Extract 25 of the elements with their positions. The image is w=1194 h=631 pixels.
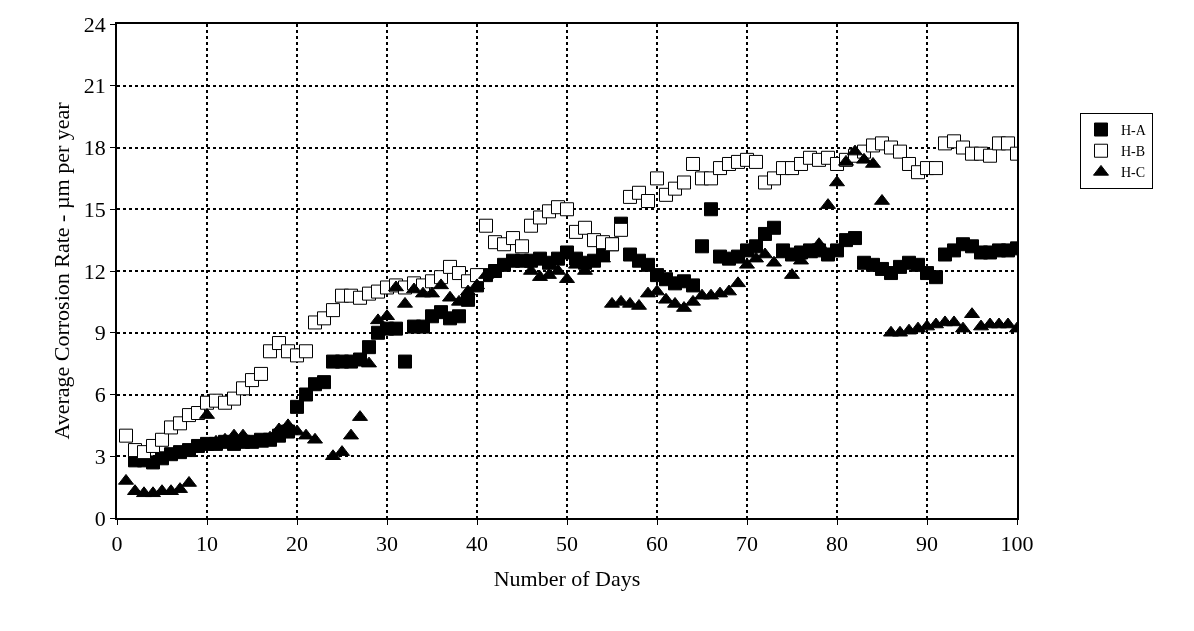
y-axis-title: Average Corrosion Rate - µm per year	[49, 101, 75, 440]
x-tick-label: 80	[826, 531, 848, 557]
x-axis-title: Number of Days	[493, 565, 641, 591]
y-tick-label: 9	[94, 320, 106, 346]
x-tick-label: 90	[916, 531, 938, 557]
x-tick-label: 50	[556, 531, 578, 557]
x-tick-label: 10	[196, 531, 218, 557]
y-tick-label: 18	[83, 135, 106, 161]
legend-label: H-A	[1121, 122, 1147, 138]
x-tick-label: 20	[286, 531, 308, 557]
y-tick-label: 6	[94, 382, 106, 408]
x-tick-label: 30	[376, 531, 398, 557]
x-tick-label: 40	[466, 531, 488, 557]
x-tick-label: 70	[736, 531, 758, 557]
y-tick-label: 0	[94, 505, 106, 531]
y-tick-label: 12	[83, 258, 106, 284]
y-tick-label: 3	[94, 443, 106, 469]
legend-label: H-C	[1121, 165, 1146, 181]
y-tick-label: 15	[83, 196, 106, 222]
x-tick-label: 60	[646, 531, 668, 557]
y-tick-label: 21	[83, 73, 106, 99]
x-tick-label: 0	[111, 531, 123, 557]
y-tick-label: 24	[83, 11, 106, 37]
legend-label: H-B	[1121, 144, 1146, 160]
x-tick-label: 100	[1000, 531, 1034, 557]
